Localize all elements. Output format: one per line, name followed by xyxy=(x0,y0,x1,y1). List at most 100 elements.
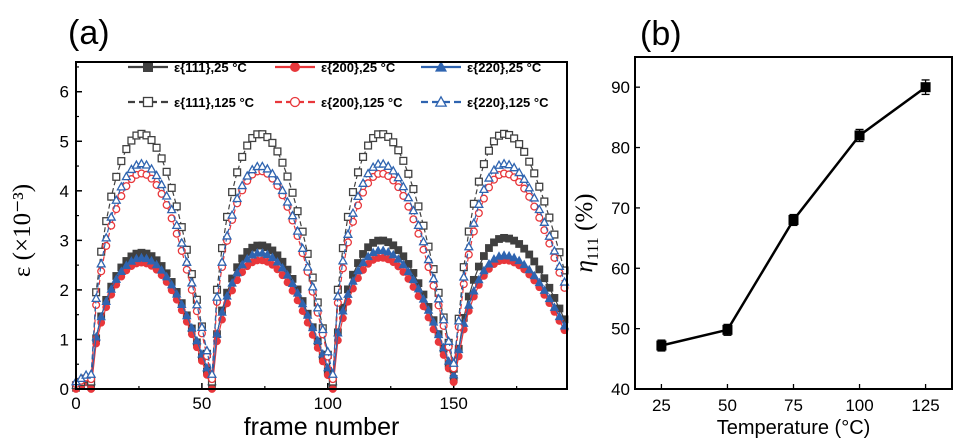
data-point xyxy=(363,168,374,178)
x-tick-label: 0 xyxy=(71,394,80,413)
data-point xyxy=(332,290,343,300)
data-point xyxy=(348,188,358,197)
legend-marker xyxy=(290,62,300,72)
data-point xyxy=(172,202,181,211)
data-point xyxy=(524,182,535,192)
data-point xyxy=(302,310,313,319)
data-point xyxy=(272,175,283,185)
data-point xyxy=(263,133,272,142)
series-2 xyxy=(72,253,569,393)
legend-item-6: ε{220},125 °C xyxy=(418,90,558,115)
data-point xyxy=(338,264,347,273)
data-point xyxy=(141,159,152,169)
data-point xyxy=(524,264,534,274)
data-point xyxy=(222,230,233,240)
data-point xyxy=(384,132,393,141)
data-point xyxy=(136,158,147,168)
data-point xyxy=(287,210,298,220)
data-point xyxy=(464,300,474,309)
data-point xyxy=(308,273,317,282)
data-point xyxy=(484,258,494,268)
y-axis-label: ε (×10⁻³) xyxy=(9,184,36,277)
data-point xyxy=(529,270,540,280)
data-point xyxy=(176,237,187,247)
data-point xyxy=(510,134,519,143)
data-point xyxy=(166,279,177,289)
data-point xyxy=(854,130,865,141)
data-point xyxy=(191,299,202,309)
data-point xyxy=(156,265,167,274)
data-point xyxy=(283,172,292,181)
data-point xyxy=(540,274,549,283)
data-point xyxy=(544,230,555,240)
data-point xyxy=(217,256,228,266)
y-tick-label: 50 xyxy=(611,320,630,339)
data-point xyxy=(227,209,238,219)
y-axis-label: η111 (%) xyxy=(571,194,602,273)
data-point xyxy=(474,262,483,271)
data-point xyxy=(297,242,308,252)
data-point xyxy=(535,182,544,191)
x-axis-label: frame number xyxy=(244,413,400,440)
data-point xyxy=(121,260,132,269)
data-point xyxy=(126,164,137,174)
series-line xyxy=(75,257,566,391)
data-point xyxy=(545,283,554,292)
data-point xyxy=(433,329,444,339)
data-point xyxy=(107,192,116,201)
legend-label: ε{200},125 °C xyxy=(321,95,403,110)
x-axis-label: Temperature (°C) xyxy=(717,417,871,439)
legend-label: ε{220},25 °C xyxy=(467,60,542,75)
data-point xyxy=(358,188,368,197)
data-point xyxy=(152,143,161,152)
data-point xyxy=(549,245,560,255)
y-tick-label: 6 xyxy=(60,83,69,102)
legend-label: ε{200},25 °C xyxy=(321,60,396,75)
data-point xyxy=(96,258,107,268)
data-point xyxy=(464,250,473,259)
data-point xyxy=(116,266,127,275)
panel-a-tag: (a) xyxy=(68,14,110,52)
data-point xyxy=(282,270,293,279)
data-point xyxy=(449,378,458,387)
data-point xyxy=(102,217,111,226)
data-point xyxy=(297,298,308,308)
data-point xyxy=(520,147,529,156)
data-point xyxy=(176,299,187,308)
data-point xyxy=(414,229,423,238)
legend-marker xyxy=(434,60,448,72)
data-point xyxy=(443,335,454,345)
data-point xyxy=(535,265,544,274)
data-point xyxy=(147,136,156,145)
data-point xyxy=(187,322,197,332)
legend-item-4: ε{111},125 °C xyxy=(125,90,265,115)
data-point xyxy=(166,204,177,214)
data-point xyxy=(293,207,302,216)
data-point xyxy=(267,252,278,262)
legend-a: ε{111},25 °C ε{200},25 °C ε{220},25 °C ε{11… xyxy=(125,55,558,115)
y-tick-label: 80 xyxy=(611,139,630,158)
data-point xyxy=(529,192,540,202)
data-point xyxy=(453,315,464,325)
data-point xyxy=(539,285,550,294)
data-point xyxy=(408,274,419,284)
data-point xyxy=(544,293,555,303)
data-point xyxy=(116,181,127,191)
legend-marker xyxy=(434,95,448,107)
panel-a: (a) 0 50 100 150 0 1 2 3 4 5 6 frame number ε (×10⁻³)… xyxy=(9,14,570,440)
data-point xyxy=(519,259,529,269)
legend-item-2: ε{200},25 °C xyxy=(272,55,412,80)
data-point xyxy=(535,213,544,222)
x-tick-label: 50 xyxy=(192,394,211,413)
y-tick-label: 1 xyxy=(60,330,69,349)
data-point xyxy=(232,267,242,277)
data-point xyxy=(418,294,429,303)
data-point xyxy=(358,257,368,267)
data-point xyxy=(438,314,449,324)
data-point xyxy=(161,190,172,200)
x-tick-label: 125 xyxy=(911,396,939,415)
y-tick-label: 5 xyxy=(60,132,69,151)
data-point xyxy=(146,255,157,265)
data-point xyxy=(469,285,479,295)
data-point xyxy=(117,192,126,201)
